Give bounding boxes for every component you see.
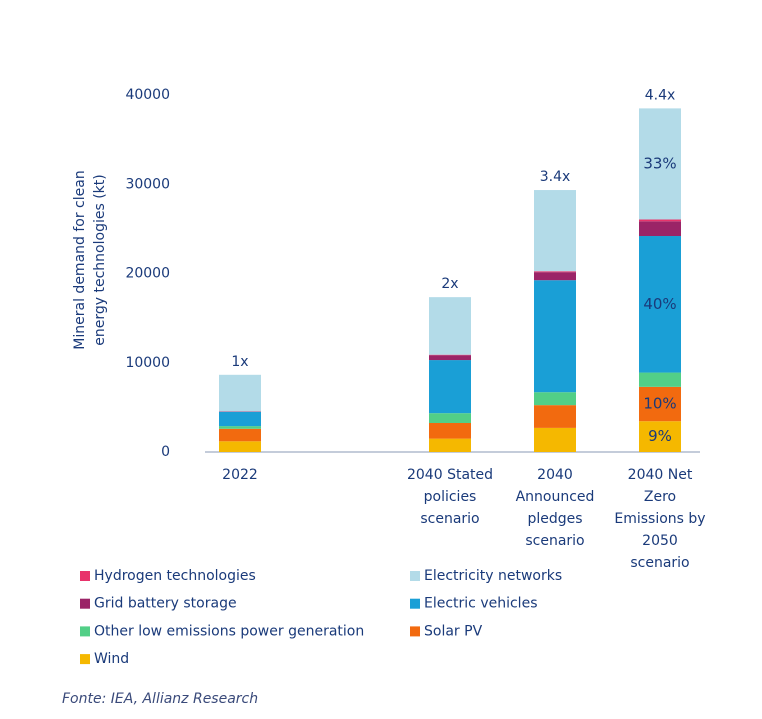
x-tick-label: 2040 Stated policies scenario (407, 467, 493, 527)
y-tick-label: 0 (161, 444, 170, 460)
bar-segment (219, 426, 261, 429)
bar-segment (534, 392, 576, 406)
source-note: Fonte: IEA, Allianz Research (62, 691, 258, 707)
bar-segment (639, 236, 681, 373)
bar-segment (219, 374, 261, 412)
y-axis-label: Mineral demand for clean (72, 170, 88, 349)
legend-label: Wind (94, 651, 129, 667)
x-tick-label: 2040 Net Zero Emissions by 2050 scenario (614, 467, 705, 571)
y-tick-label: 10000 (125, 355, 170, 371)
bar-segment (219, 441, 261, 452)
bar-segment (534, 271, 576, 273)
bar-segment (534, 405, 576, 428)
bar-segment (639, 221, 681, 237)
bar-segment (534, 190, 576, 272)
legend-swatch (80, 571, 90, 581)
bar-segment (534, 272, 576, 281)
legend-label: Solar PV (424, 623, 483, 639)
legend-swatch (410, 571, 420, 581)
legend-label: Electric vehicles (424, 596, 537, 612)
share-label: 40% (643, 295, 676, 313)
bar-segment (219, 411, 261, 427)
share-label: 10% (643, 395, 676, 413)
legend-label: Hydrogen technologies (94, 568, 256, 584)
bar-segment (639, 386, 681, 422)
bar-segment (429, 297, 471, 355)
bar-segment (639, 108, 681, 220)
total-label: 4.4x (645, 87, 676, 103)
share-label: 33% (643, 154, 676, 172)
bar-segment (429, 422, 471, 439)
bar-segment (429, 355, 471, 361)
bar-segment (429, 413, 471, 423)
bar-segment (429, 438, 471, 452)
legend-swatch (80, 654, 90, 665)
legend-swatch (410, 626, 420, 637)
total-label: 1x (231, 354, 248, 370)
bar-segment (534, 280, 576, 393)
bar-segment (639, 421, 681, 452)
bar-segment (639, 372, 681, 387)
x-tick-label: 2040 Announced pledges scenario (516, 467, 595, 549)
legend-swatch (80, 598, 90, 609)
bar-segment (639, 219, 681, 222)
bar-segment (534, 427, 576, 452)
total-label: 3.4x (540, 169, 571, 185)
bar-segment (219, 428, 261, 442)
y-tick-label: 40000 (125, 87, 170, 103)
y-tick-label: 20000 (125, 266, 170, 282)
share-label: 9% (648, 427, 672, 445)
legend-label: Grid battery storage (94, 596, 237, 612)
legend-swatch (80, 626, 90, 637)
y-tick-label: 30000 (125, 176, 170, 192)
y-axis-label: energy technologies (kt) (92, 174, 108, 345)
x-tick-label: 2022 (222, 467, 258, 483)
legend-label: Other low emissions power generation (94, 623, 364, 639)
total-label: 2x (441, 276, 458, 292)
legend-swatch (410, 598, 420, 609)
bar-segment (429, 360, 471, 414)
legend-label: Electricity networks (424, 568, 562, 584)
